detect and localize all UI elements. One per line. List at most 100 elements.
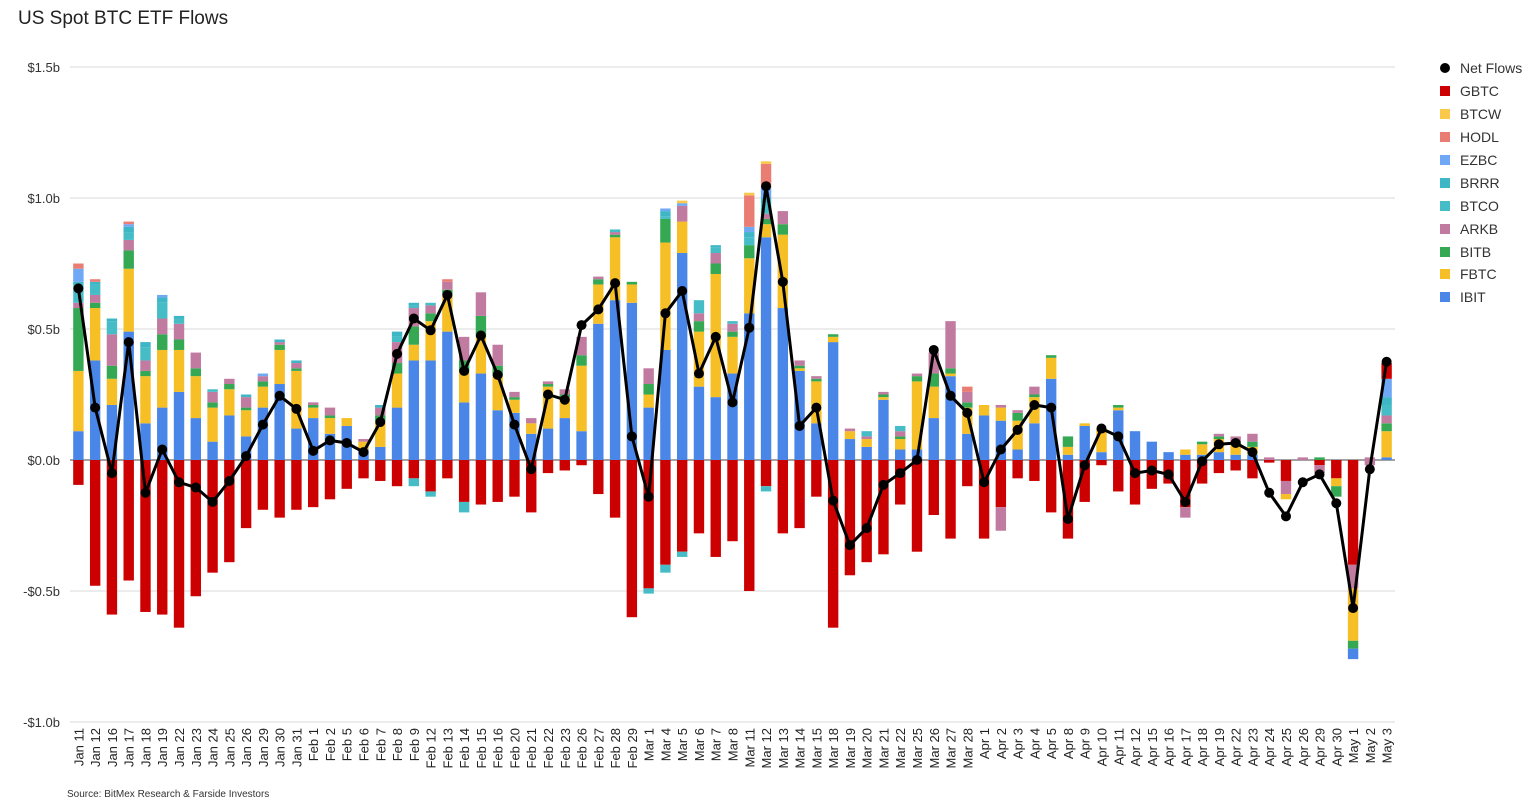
bar-bitb xyxy=(911,376,923,382)
bar-fbtc xyxy=(995,407,1007,421)
bar-bitb xyxy=(240,407,252,411)
bar-gbtc xyxy=(391,460,403,487)
x-tick-label: Apr 23 xyxy=(1245,728,1260,766)
bar-gbtc xyxy=(995,460,1007,508)
bar-bitb xyxy=(693,321,705,332)
bar-gbtc xyxy=(492,460,503,502)
x-tick-label: Mar 5 xyxy=(675,728,690,761)
bar-hodl xyxy=(442,279,453,282)
bar-fbtc xyxy=(643,394,654,408)
bar-arkb-outflows xyxy=(1347,564,1359,589)
net-flows-point xyxy=(878,479,889,490)
bar-gbtc xyxy=(1347,460,1359,565)
x-tick-label: Mar 15 xyxy=(809,728,824,768)
bar-gbtc xyxy=(140,460,151,612)
bar-gbtc xyxy=(475,460,487,505)
bar-ibit xyxy=(626,302,638,460)
bar-fbtc xyxy=(324,418,336,434)
bar-gbtc xyxy=(559,460,570,471)
bar-ibit xyxy=(1146,441,1158,460)
bar-gbtc xyxy=(291,460,302,510)
bar-gbtc xyxy=(408,460,420,479)
bar-fbtc-outflows xyxy=(1280,494,1292,500)
bar-gbtc xyxy=(962,460,973,487)
bar-fbtc xyxy=(140,376,151,424)
x-tick-label: Jan 19 xyxy=(155,728,170,767)
bar-other-outflows xyxy=(660,564,671,573)
x-tick-label: Feb 16 xyxy=(491,728,506,768)
legend-label: EZBC xyxy=(1460,152,1498,168)
legend-item: BITB xyxy=(1440,240,1522,263)
net-flows-point xyxy=(358,447,369,458)
bar-gbtc xyxy=(978,460,990,539)
net-flows-point xyxy=(1247,447,1258,458)
bar-arkb xyxy=(123,239,134,251)
bar-bitb xyxy=(257,381,269,387)
x-tick-label: Mar 22 xyxy=(893,728,908,768)
bar-btco xyxy=(760,203,772,214)
bar-bitb xyxy=(207,402,218,408)
net-flows-point xyxy=(526,464,537,475)
bar-fbtc xyxy=(978,404,990,416)
bar-fbtc-outflows xyxy=(1347,588,1359,641)
legend-swatch xyxy=(1440,132,1450,143)
bar-arkb xyxy=(106,334,118,366)
bar-btco xyxy=(710,247,721,254)
bar-brrr xyxy=(408,302,420,306)
net-flows-point xyxy=(995,444,1006,455)
bar-ibit xyxy=(1381,457,1392,460)
bar-bitb xyxy=(962,402,973,408)
bar-bitb xyxy=(777,224,789,235)
bar-ibit xyxy=(408,360,420,460)
bar-gbtc xyxy=(676,460,688,552)
bar-fbtc xyxy=(123,268,134,332)
bar-fbtc xyxy=(458,370,470,403)
bar-bitb xyxy=(643,384,654,395)
bar-arkb xyxy=(1381,415,1392,424)
net-flows-point xyxy=(341,437,352,448)
bar-arkb xyxy=(676,205,688,222)
net-flows-point xyxy=(945,390,956,401)
net-flows-point xyxy=(1264,487,1275,498)
bar-gbtc xyxy=(173,460,185,628)
legend-swatch xyxy=(1440,63,1450,74)
bar-arkb xyxy=(173,323,185,340)
x-tick-label: Jan 31 xyxy=(289,728,304,767)
x-tick-label: Apr 9 xyxy=(1078,728,1093,759)
x-tick-label: Feb 13 xyxy=(440,728,455,768)
bar-gbtc xyxy=(358,460,369,479)
net-flows-point xyxy=(1079,460,1090,471)
net-flows-point xyxy=(1213,439,1224,450)
net-flows-point xyxy=(459,365,470,376)
bar-gbtc xyxy=(1331,460,1342,479)
net-flows-point xyxy=(1280,511,1291,522)
bar-ibit xyxy=(811,423,822,460)
x-tick-label: May 2 xyxy=(1363,728,1378,763)
legend-item: EZBC xyxy=(1440,149,1522,172)
legend-label: BTCO xyxy=(1460,197,1499,214)
bar-arkb xyxy=(190,352,201,369)
net-flows-point xyxy=(744,322,755,333)
bar-brrr xyxy=(710,245,721,248)
bar-gbtc xyxy=(1247,460,1258,479)
bar-btco xyxy=(693,300,705,314)
bar-arkb xyxy=(458,336,470,361)
bar-ibit xyxy=(827,342,839,460)
bar-other-outflows xyxy=(676,551,688,557)
bar-ibit xyxy=(1213,452,1225,460)
bar-arkb xyxy=(1297,457,1308,460)
x-tick-label: Feb 6 xyxy=(357,728,372,761)
x-tick-label: Apr 25 xyxy=(1279,728,1294,766)
x-tick-label: Feb 15 xyxy=(474,728,489,768)
bar-ibit xyxy=(475,373,487,460)
x-tick-label: Feb 1 xyxy=(306,728,321,761)
net-flows-point xyxy=(509,419,520,430)
bar-bitb xyxy=(408,326,420,345)
bar-arkb xyxy=(358,439,369,442)
bar-bitb xyxy=(878,394,889,398)
bar-ezbc xyxy=(73,268,84,282)
bar-ibit xyxy=(257,407,269,460)
bar-brrr xyxy=(1381,397,1392,405)
bar-fbtc xyxy=(794,368,805,371)
bar-brrr xyxy=(274,339,285,343)
